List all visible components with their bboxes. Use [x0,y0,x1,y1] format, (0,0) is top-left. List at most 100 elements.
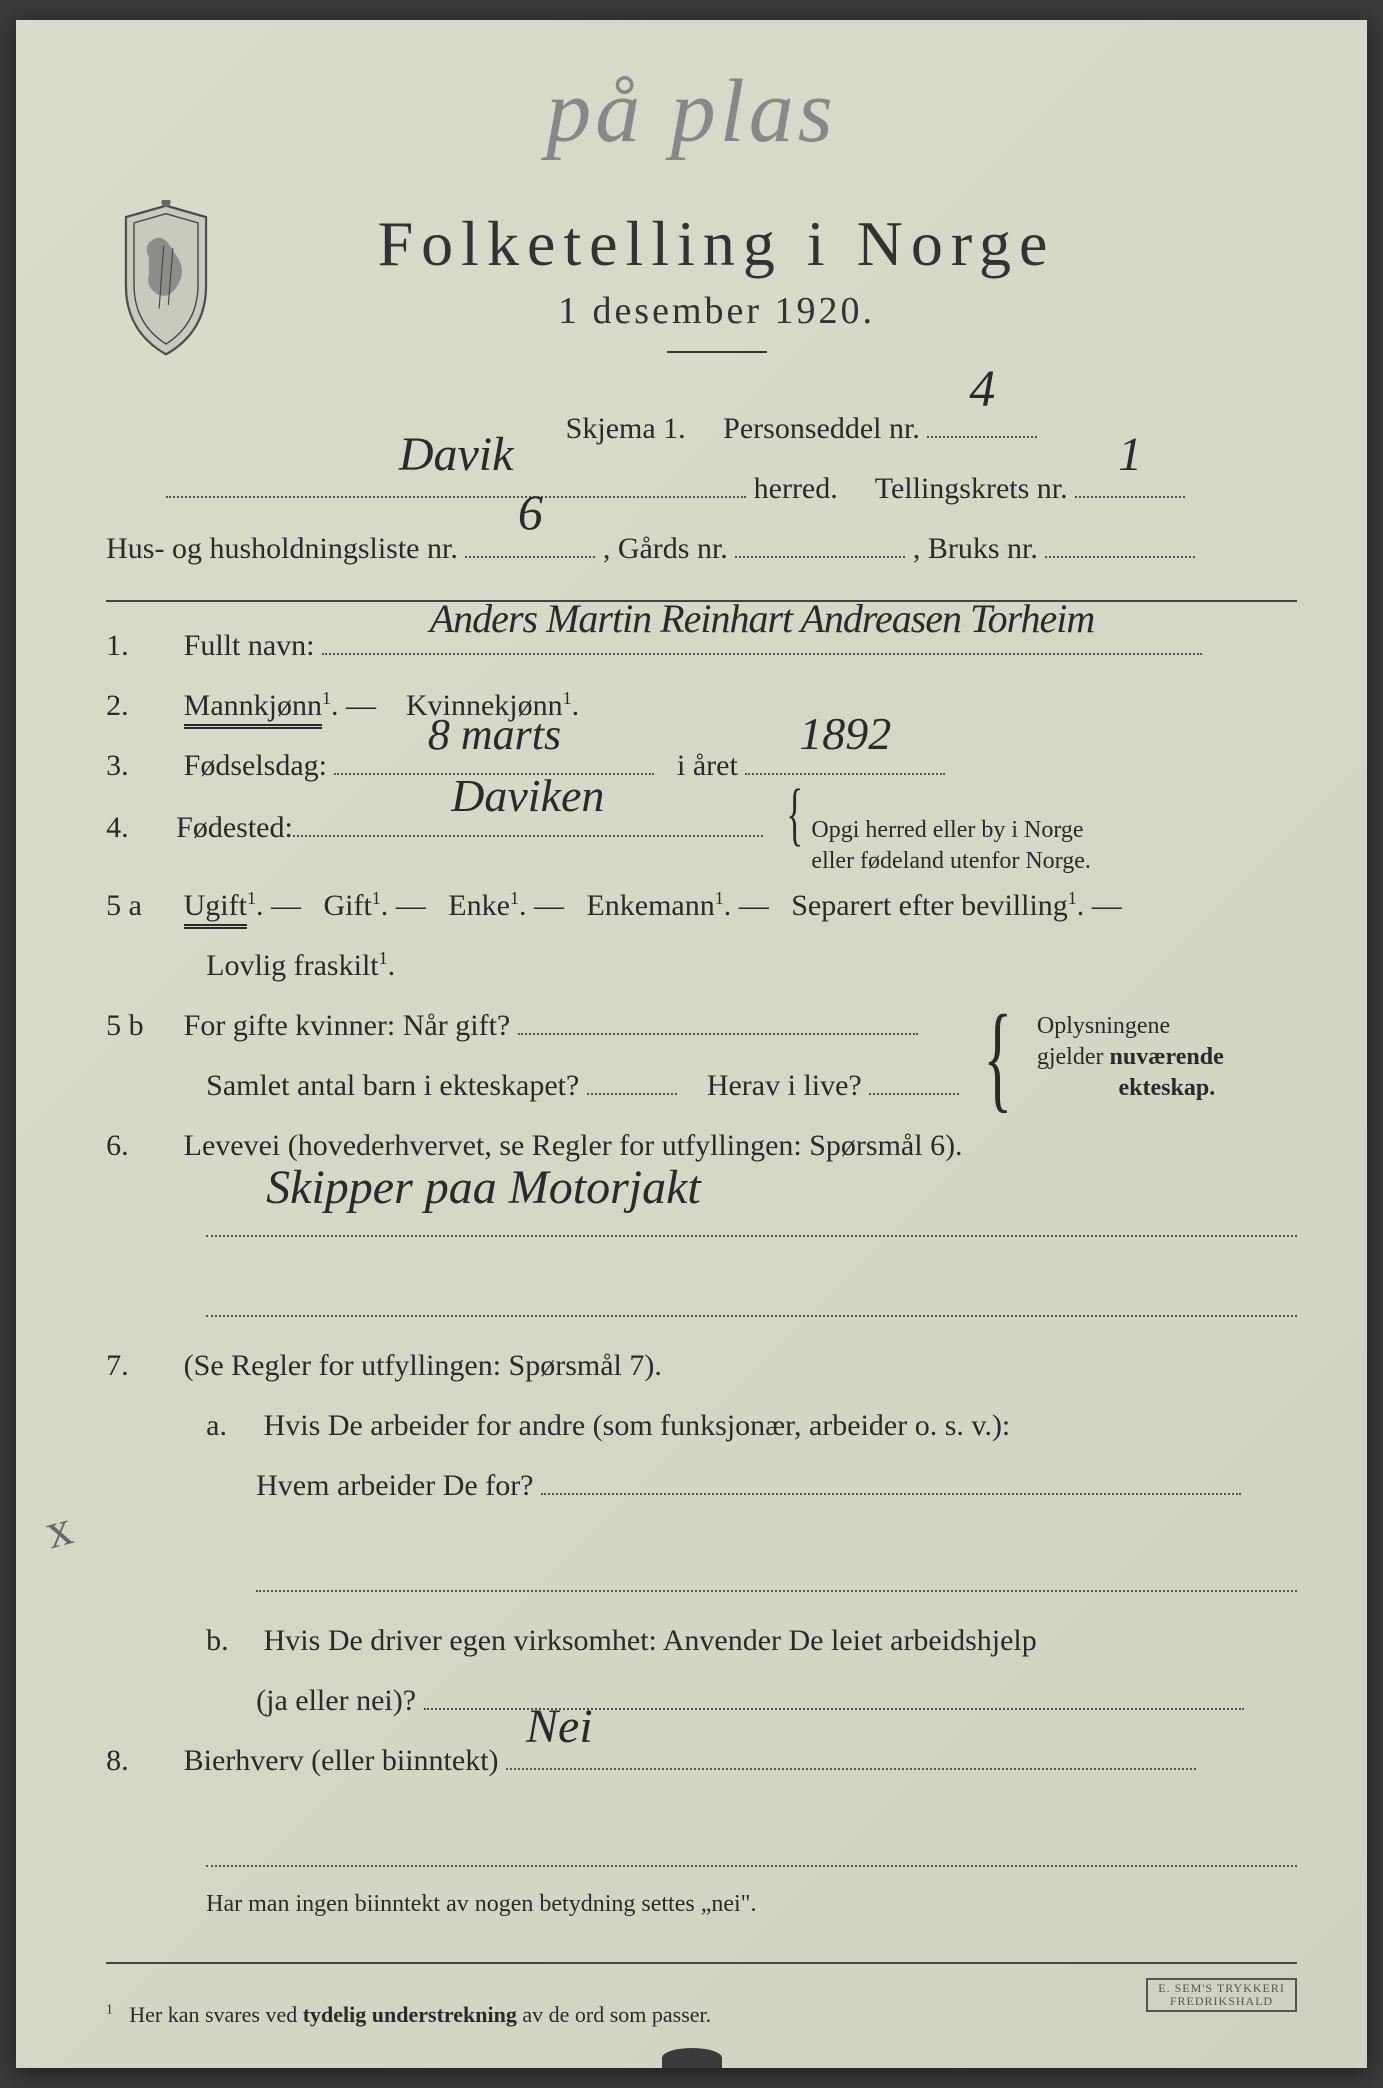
q5b-label2: Samlet antal barn i ekteskapet? [206,1069,579,1102]
q7a-num: a. [206,1397,256,1454]
subtitle: 1 desember 1920. [256,289,1177,333]
footnote-a: Her kan svares ved [129,2002,303,2027]
q5a-s4: 1 [715,888,724,908]
margin-mark: x [39,1498,78,1560]
q5b-label3: Herav i live? [707,1069,862,1102]
q5a-s1: 1 [247,888,256,908]
bruks-label: , Bruks nr. [913,532,1038,565]
q5a-enke: Enke [448,889,510,922]
q4-note1: Opgi herred eller by i Norge [811,817,1083,843]
header-row: Folketelling i Norge 1 desember 1920. [106,200,1297,360]
q4-note2: eller fødeland utenfor Norge. [811,848,1090,874]
q7-label: (Se Regler for utfyllingen: Spørsmål 7). [184,1349,662,1382]
husliste-line: Hus- og husholdningsliste nr. 6 , Gårds … [106,520,1297,580]
q8-label: Bierhverv (eller biinntekt) [184,1744,499,1777]
q3-num: 3. [106,737,176,794]
q5b-label1: For gifte kvinner: Når gift? [184,1009,511,1042]
q5a-enkemann: Enkemann [586,889,714,922]
brace-icon: { [786,797,803,832]
q5a-d3: . — [519,889,564,922]
q5a-num: 5 a [106,877,176,934]
q7a-blank [256,1542,1297,1592]
q5a-d1: . — [256,889,301,922]
q2-num: 2. [106,677,176,734]
q2-mann: Mannkjønn [184,689,322,729]
q5a-line2: Lovlig fraskilt1. [106,937,1297,997]
q4-line: 4. Fødested: Daviken { Opgi herred eller… [106,797,1297,877]
q8-line: 8. Bierhverv (eller biinntekt) Nei [106,1732,1297,1792]
q5b-block: 5 b For gifte kvinner: Når gift? Samlet … [106,997,1297,1117]
q5b-note1: Oplysningene [1037,1011,1297,1042]
q4-value: Daviken [293,752,763,839]
husliste-label: Hus- og husholdningsliste nr. [106,532,458,565]
q5a-line1: 5 a Ugift1. — Gift1. — Enke1. — Enkemann… [106,877,1297,937]
q4-note: Opgi herred eller by i Norge eller fødel… [811,815,1171,877]
q5a-s3: 1 [510,888,519,908]
main-title: Folketelling i Norge [256,207,1177,281]
q7a-line2: Hvem arbeider De for? [106,1457,1297,1517]
q5a-s2: 1 [372,888,381,908]
q1-label: Fullt navn: [184,629,315,662]
q5a-s6: 1 [379,948,388,968]
q8-value: Nei [506,1681,1196,1772]
husliste-nr: 6 [465,465,595,560]
q6-value: Skipper paa Motorjakt [206,1142,1297,1233]
q5a-d4: . — [724,889,769,922]
q5a-p: . [388,949,396,982]
gards-label: , Gårds nr. [603,532,728,565]
divider-2 [106,1962,1297,1964]
q2-sup1: 1 [322,688,331,708]
census-form-page: på plas Folketelling i Norge 1 desember … [16,20,1367,2068]
q7b-label2: (ja eller nei)? [256,1684,416,1717]
footnote-b: tydelig understrekning [303,2002,517,2027]
q7a-label1: Hvis De arbeider for andre (som funksjon… [264,1409,1011,1442]
title-block: Folketelling i Norge 1 desember 1920. [256,207,1297,353]
q7-line: 7. (Se Regler for utfyllingen: Spørsmål … [106,1337,1297,1397]
q4-num: 4. [106,799,176,856]
q5a-d5: . — [1077,889,1122,922]
stamp-line2: FREDRIKSHALD [1158,1995,1285,2008]
q5a-s5: 1 [1068,888,1077,908]
q7-num: 7. [106,1337,176,1394]
personseddel-nr: 4 [927,341,1037,440]
herred-value: Davik [166,409,746,500]
footnote-c: av de ord som passer. [517,2002,711,2027]
herred-line: Davik herred. Tellingskrets nr. 1 [106,460,1297,520]
q3-year: 1892 [745,690,945,777]
q6-value-line: Skipper paa Motorjakt [206,1187,1297,1237]
tellingskrets-nr: 1 [1075,409,1185,500]
q7b-label1: Hvis De driver egen virksomhet: Anvender… [264,1624,1037,1657]
q5b-line2: Samlet antal barn i ekteskapet? Herav i … [106,1057,959,1117]
q8-blank [206,1817,1297,1867]
tellingskrets-label: Tellingskrets nr. [875,472,1068,505]
q5a-separert: Separert efter bevilling [791,889,1068,922]
herred-label: herred. [754,472,838,505]
q5b-line1: 5 b For gifte kvinner: Når gift? [106,997,959,1057]
coat-of-arms-icon [106,200,226,360]
q6-num: 6. [106,1117,176,1174]
q7b-line1: b. Hvis De driver egen virksomhet: Anven… [106,1612,1297,1672]
q2-line: 2. Mannkjønn1. — Kvinnekjønn1. [106,677,1297,737]
q5b-num: 5 b [106,997,176,1054]
printer-stamp: E. SEM'S TRYKKERI FREDRIKSHALD [1146,1978,1297,2012]
brace-icon-2: { [984,1027,1013,1087]
q7a-line1: a. Hvis De arbeider for andre (som funks… [106,1397,1297,1457]
q1-line: 1. Fullt navn: Anders Martin Reinhart An… [106,617,1297,677]
footnote-sup: 1 [106,2002,113,2017]
q1-num: 1. [106,617,176,674]
footer-note: Har man ingen biinntekt av nogen betydni… [106,1882,1297,1942]
q5b-note: Oplysningene gjelder nuværende ekteskap. [1037,1011,1297,1105]
q8-num: 8. [106,1732,176,1789]
q6-blank-line [206,1267,1297,1317]
q1-value: Anders Martin Reinhart Andreasen Torheim [322,581,1202,657]
stamp-line1: E. SEM'S TRYKKERI [1158,1982,1285,1995]
q4-label: Fødested: [176,799,293,856]
q5a-ugift: Ugift [184,889,247,929]
title-rule [667,351,767,353]
q5a-d2: . — [381,889,426,922]
top-handwritten-annotation: på plas [546,60,837,163]
q7a-label2: Hvem arbeider De for? [256,1469,533,1502]
q5a-gift: Gift [323,889,371,922]
q5a-fraskilt: Lovlig fraskilt [206,949,378,982]
form-body: Skjema 1. Personseddel nr. 4 Davik herre… [106,400,1297,2036]
